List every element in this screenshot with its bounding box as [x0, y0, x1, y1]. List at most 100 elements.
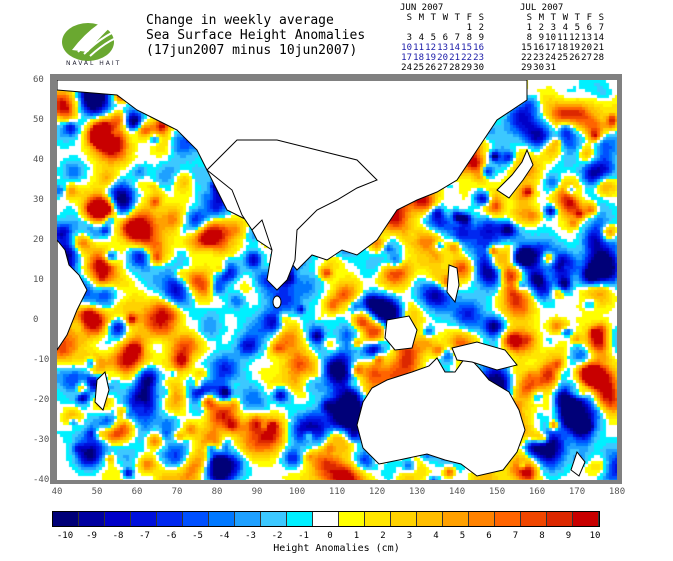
colorbar-swatch [105, 512, 131, 526]
calendar-week: 8 9 10 11 12 13 14 [520, 33, 604, 43]
colorbar-swatch [313, 512, 339, 526]
colorbar-swatch [235, 512, 261, 526]
weekday-label: T [574, 13, 580, 23]
calendar-day: 3 [406, 33, 412, 43]
new-guinea-landmass [451, 341, 518, 371]
calendar-day: 12 [569, 33, 580, 43]
calendar-day: 1 [526, 23, 532, 33]
latitude-tick-label: 50 [33, 115, 44, 125]
colorbar-tick-label: 1 [353, 531, 360, 541]
calendar-week: 29 30 31 [520, 63, 604, 73]
title-line-3: (17jun2007 minus 10jun2007) [146, 43, 358, 58]
calendar-day: 28 [449, 63, 460, 73]
colorbar-swatch [287, 512, 313, 526]
colorbar-tick-label: 2 [380, 531, 386, 541]
colorbar-tick-label: 6 [486, 531, 492, 541]
calendar-day: 27 [437, 63, 448, 73]
calendar-day: 2 [478, 23, 484, 33]
colorbar-tick-label: 5 [459, 531, 466, 541]
calendar-day: 16 [473, 43, 484, 53]
calendar-day: 21 [593, 43, 604, 53]
calendar-day: 8 [526, 33, 532, 43]
calendar-day [436, 23, 448, 33]
colorbar-swatch [339, 512, 365, 526]
calendar-week: 15 16 17 18 19 20 21 [520, 43, 604, 53]
colorbar-swatch [261, 512, 287, 526]
longitude-tick-label: 150 [488, 487, 506, 497]
calendar-day: 17 [401, 53, 412, 63]
logo-text: NAVAL HAIT [66, 60, 122, 67]
sri-lanka-landmass [272, 295, 282, 309]
naval-logo [62, 10, 133, 61]
new-zealand-landmass [570, 450, 586, 477]
latitude-tick-label: 30 [33, 195, 44, 205]
weekday-label: M [538, 13, 544, 23]
calendar-day: 7 [598, 23, 604, 33]
latitude-tick-label: 10 [33, 275, 44, 285]
calendar-day [424, 23, 436, 33]
calendar-day: 30 [533, 63, 544, 73]
longitude-tick-label: 120 [368, 487, 386, 497]
colorbar-swatch [573, 512, 599, 526]
colorbar-swatch [521, 512, 547, 526]
calendar-day: 29 [521, 63, 532, 73]
borneo-landmass [384, 315, 418, 351]
colorbar-tick-label: -3 [245, 531, 256, 541]
calendar-week: 10 11 12 13 14 15 16 [400, 43, 484, 53]
colorbar-swatch [131, 512, 157, 526]
map-title: Change in weekly average Sea Surface Hei… [146, 13, 365, 58]
calendar-day: 17 [545, 43, 556, 53]
calendar-day: 7 [454, 33, 460, 43]
calendar-day: 31 [545, 63, 556, 73]
latitude-tick-label: 40 [33, 155, 44, 165]
japan-landmass [496, 148, 534, 199]
latitude-tick-label: -30 [33, 435, 50, 445]
calendar-day: 18 [557, 43, 568, 53]
calendar-day [412, 23, 424, 33]
colorbar-swatch [157, 512, 183, 526]
colorbar-swatch [547, 512, 573, 526]
calendar-day: 10 [401, 43, 412, 53]
calendar-day: 23 [533, 53, 544, 63]
calendar-day: 14 [449, 43, 460, 53]
calendar-month: JUL 2007 [520, 3, 564, 13]
colorbar-swatch [391, 512, 417, 526]
colorbar-tick-label: 0 [327, 531, 333, 541]
calendar-july: JUL 2007 S M T W T F S 1 2 3 4 5 6 7 8 9 10 11 12 13 14 15 16 17… [520, 3, 604, 73]
calendar-day: 22 [461, 53, 472, 63]
calendar-day: 6 [586, 23, 592, 33]
calendar-day: 19 [425, 53, 436, 63]
colorbar-tick-label: 4 [433, 531, 439, 541]
colorbar-tick-label: -6 [165, 531, 177, 541]
weekday-label: F [466, 13, 472, 23]
latitude-tick-label: -10 [33, 355, 50, 365]
calendar-day: 5 [430, 33, 436, 43]
colorbar-tick-label: -4 [218, 531, 230, 541]
calendar-day: 19 [569, 43, 580, 53]
calendar-day: 2 [538, 23, 544, 33]
calendar-day: 9 [478, 33, 484, 43]
calendar-day: 18 [413, 53, 424, 63]
calendar-day: 30 [473, 63, 484, 73]
calendar-day [592, 63, 604, 73]
calendar-month: JUN 2007 [400, 3, 444, 13]
longitude-tick-label: 170 [568, 487, 586, 497]
calendar-day: 15 [461, 43, 472, 53]
colorbar-swatch [365, 512, 391, 526]
calendar-day: 29 [461, 63, 472, 73]
calendar-day: 13 [581, 33, 592, 43]
colorbar-swatch [183, 512, 209, 526]
madagascar-landmass [94, 371, 110, 411]
calendar-day: 14 [593, 33, 604, 43]
calendar-day [400, 23, 412, 33]
colorbar-tick-label: 10 [589, 531, 601, 541]
calendar-day: 4 [418, 33, 424, 43]
longitude-tick-label: 60 [131, 487, 143, 497]
colorbar-title: Height Anomalies (cm) [273, 543, 400, 554]
longitude-tick-label: 140 [448, 487, 466, 497]
longitude-tick-label: 100 [288, 487, 306, 497]
